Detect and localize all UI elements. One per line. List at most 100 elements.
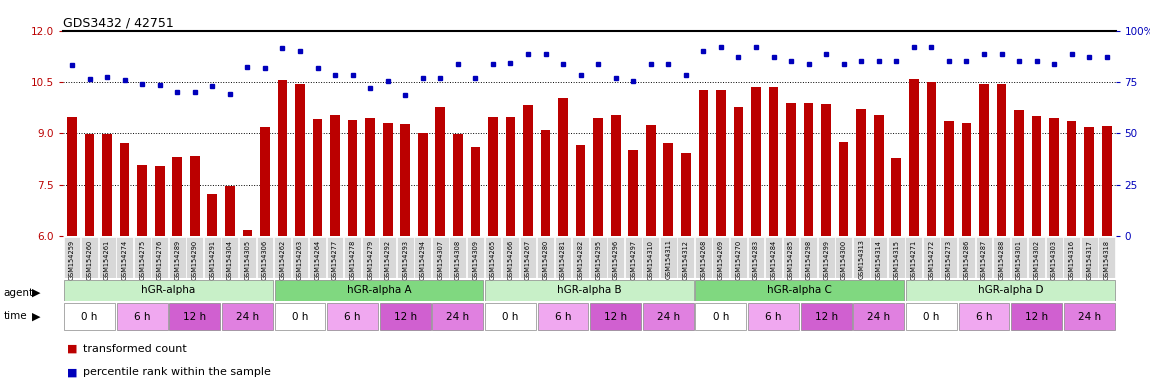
FancyBboxPatch shape	[905, 237, 922, 278]
Text: GSM154299: GSM154299	[823, 240, 829, 280]
FancyBboxPatch shape	[765, 237, 782, 278]
Text: GSM154306: GSM154306	[262, 240, 268, 280]
Text: GSM154308: GSM154308	[455, 240, 461, 280]
FancyBboxPatch shape	[1011, 303, 1061, 330]
FancyBboxPatch shape	[537, 237, 554, 278]
FancyBboxPatch shape	[1028, 237, 1045, 278]
FancyBboxPatch shape	[117, 303, 168, 330]
Text: hGR-alpha B: hGR-alpha B	[557, 285, 622, 295]
Text: GDS3432 / 42751: GDS3432 / 42751	[63, 17, 174, 30]
FancyBboxPatch shape	[328, 303, 378, 330]
Text: GSM154259: GSM154259	[69, 240, 75, 280]
Text: GSM154293: GSM154293	[402, 240, 408, 280]
Text: GSM154274: GSM154274	[122, 240, 128, 280]
FancyBboxPatch shape	[467, 237, 484, 278]
Bar	[838, 142, 849, 236]
Bar	[1102, 126, 1112, 236]
Bar	[85, 134, 94, 236]
FancyBboxPatch shape	[186, 237, 204, 278]
FancyBboxPatch shape	[380, 303, 430, 330]
FancyBboxPatch shape	[256, 237, 274, 278]
Text: hGR-alpha: hGR-alpha	[141, 285, 196, 295]
FancyBboxPatch shape	[1098, 237, 1116, 278]
FancyBboxPatch shape	[975, 237, 992, 278]
Text: GSM154262: GSM154262	[279, 240, 285, 280]
Text: GSM154285: GSM154285	[788, 240, 794, 280]
Bar	[225, 186, 235, 236]
Text: ▶: ▶	[32, 311, 40, 321]
Text: ■: ■	[67, 344, 77, 354]
FancyBboxPatch shape	[485, 303, 536, 330]
Text: GSM154310: GSM154310	[647, 240, 653, 280]
Text: GSM154270: GSM154270	[736, 240, 742, 280]
Text: hGR-alpha D: hGR-alpha D	[978, 285, 1043, 295]
Bar	[313, 119, 322, 236]
Bar	[1049, 118, 1059, 236]
FancyBboxPatch shape	[590, 237, 606, 278]
FancyBboxPatch shape	[99, 237, 115, 278]
FancyBboxPatch shape	[818, 237, 835, 278]
Bar	[366, 118, 375, 236]
FancyBboxPatch shape	[730, 237, 746, 278]
Text: 6 h: 6 h	[975, 311, 992, 322]
FancyBboxPatch shape	[607, 237, 624, 278]
FancyBboxPatch shape	[835, 237, 852, 278]
FancyBboxPatch shape	[432, 237, 448, 278]
FancyBboxPatch shape	[503, 237, 519, 278]
Bar	[207, 194, 217, 236]
FancyBboxPatch shape	[643, 237, 659, 278]
Text: GSM154275: GSM154275	[139, 240, 145, 280]
Text: time: time	[3, 311, 28, 321]
Text: 12 h: 12 h	[393, 311, 416, 322]
Text: GSM154294: GSM154294	[420, 240, 426, 280]
FancyBboxPatch shape	[239, 237, 255, 278]
Text: GSM154292: GSM154292	[385, 240, 391, 280]
Text: GSM154279: GSM154279	[367, 240, 373, 280]
Text: 24 h: 24 h	[867, 311, 890, 322]
Bar	[787, 103, 796, 236]
FancyBboxPatch shape	[380, 237, 396, 278]
Bar	[120, 143, 130, 236]
Bar	[523, 105, 532, 236]
Bar	[436, 107, 445, 236]
Text: GSM154283: GSM154283	[753, 240, 759, 280]
Text: transformed count: transformed count	[83, 344, 186, 354]
Bar	[908, 79, 919, 236]
Text: GSM154290: GSM154290	[192, 240, 198, 280]
FancyBboxPatch shape	[309, 237, 325, 278]
Text: 6 h: 6 h	[133, 311, 151, 322]
Text: GSM154271: GSM154271	[911, 240, 917, 280]
Text: GSM154313: GSM154313	[858, 240, 864, 280]
Bar	[716, 90, 726, 236]
FancyBboxPatch shape	[450, 237, 466, 278]
Bar	[347, 120, 358, 236]
Text: GSM154276: GSM154276	[156, 240, 162, 280]
FancyBboxPatch shape	[204, 237, 221, 278]
Text: GSM154264: GSM154264	[315, 240, 321, 280]
Text: 0 h: 0 h	[503, 311, 519, 322]
Text: 0 h: 0 h	[923, 311, 940, 322]
Text: agent: agent	[3, 288, 33, 298]
Text: GSM154289: GSM154289	[175, 240, 181, 280]
FancyBboxPatch shape	[696, 303, 746, 330]
FancyBboxPatch shape	[292, 237, 308, 278]
Bar	[891, 158, 902, 236]
Text: GSM154318: GSM154318	[1104, 240, 1110, 280]
Bar	[751, 87, 761, 236]
Bar	[857, 109, 866, 236]
FancyBboxPatch shape	[677, 237, 695, 278]
Bar	[172, 157, 182, 236]
Bar	[698, 90, 708, 236]
FancyBboxPatch shape	[82, 237, 98, 278]
FancyBboxPatch shape	[222, 237, 238, 278]
Text: GSM154286: GSM154286	[964, 240, 969, 280]
FancyBboxPatch shape	[958, 237, 975, 278]
Bar	[155, 166, 164, 236]
FancyBboxPatch shape	[853, 237, 869, 278]
Text: GSM154281: GSM154281	[560, 240, 566, 280]
FancyBboxPatch shape	[275, 303, 325, 330]
Text: GSM154284: GSM154284	[770, 240, 776, 280]
Text: GSM154280: GSM154280	[543, 240, 549, 280]
FancyBboxPatch shape	[63, 237, 80, 278]
Text: 6 h: 6 h	[344, 311, 361, 322]
